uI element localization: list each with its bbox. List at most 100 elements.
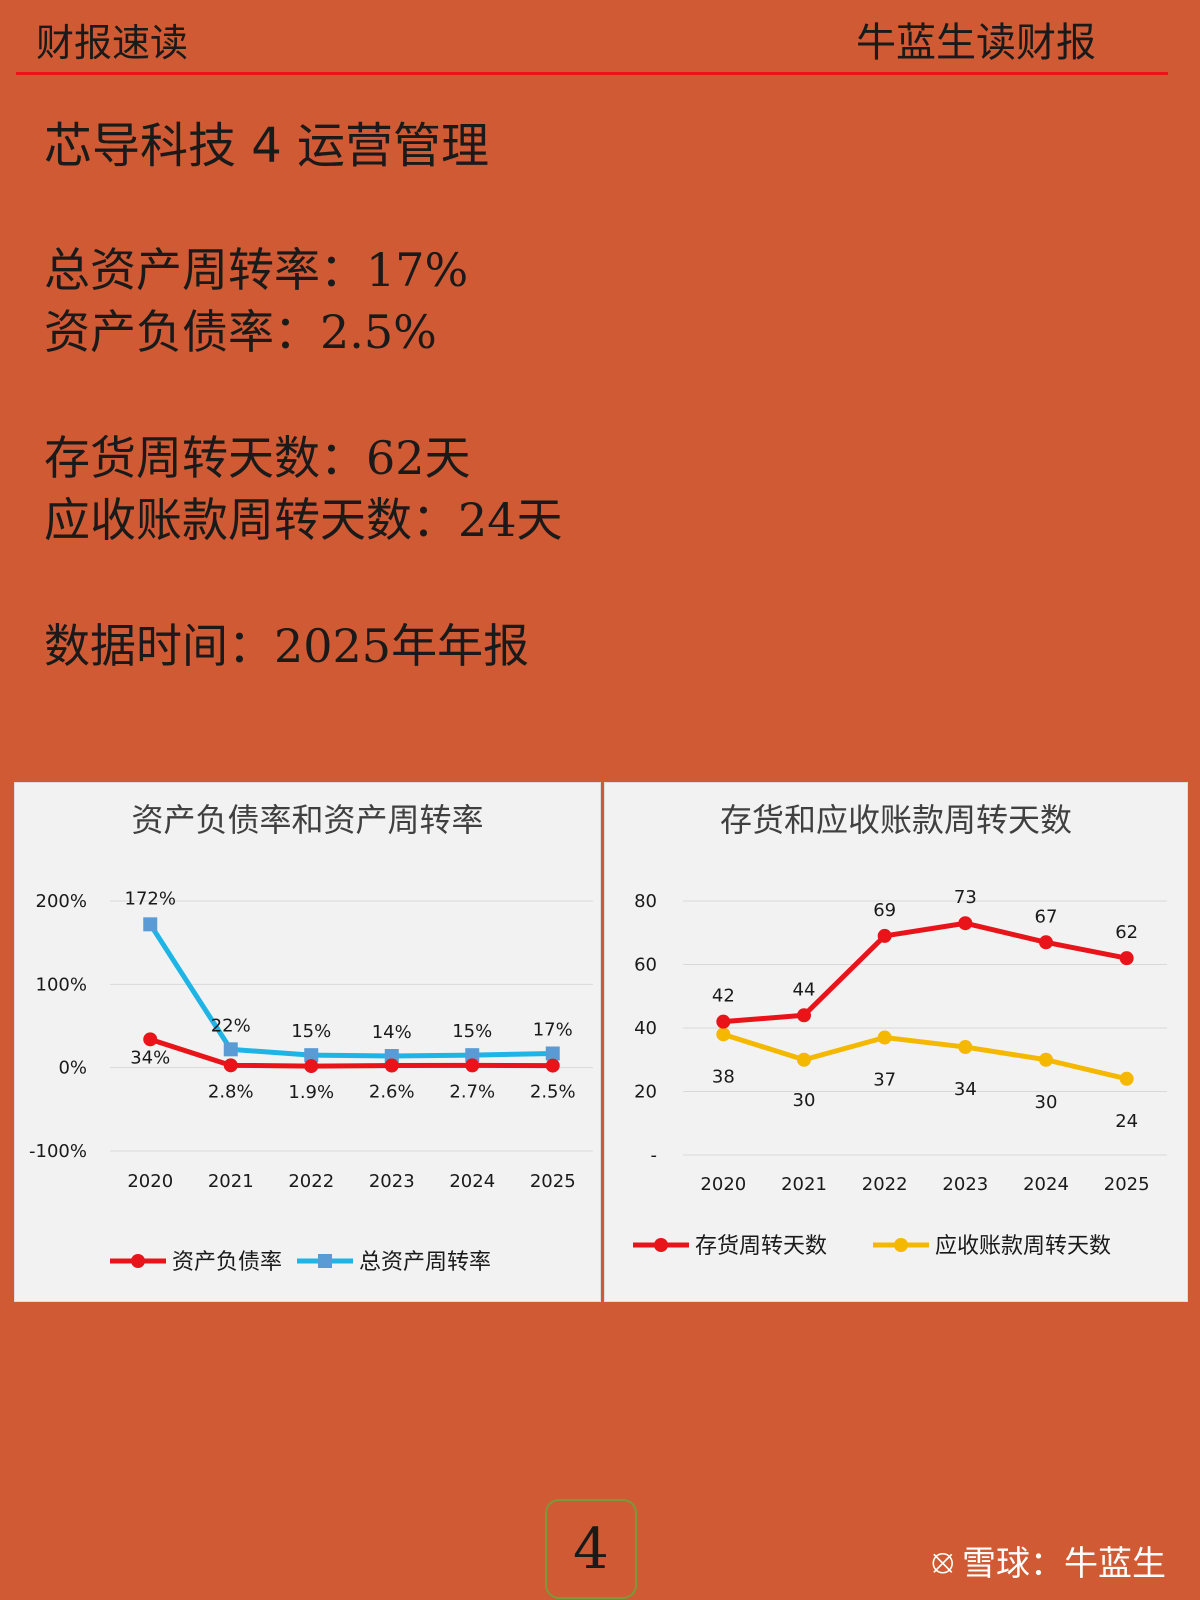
data-label: 73 — [954, 887, 977, 908]
y-tick-label: - — [651, 1145, 658, 1166]
data-label: 67 — [1035, 906, 1058, 927]
data-point — [143, 917, 158, 932]
data-point — [1119, 951, 1134, 966]
y-tick-label: 100% — [36, 974, 87, 995]
y-tick-label: 20 — [634, 1082, 657, 1103]
data-label: 34 — [954, 1079, 977, 1100]
data-label: 24 — [1115, 1111, 1138, 1132]
data-point — [384, 1058, 399, 1073]
chart-panel-debt-turnover: 资产负债率和资产周转率 200% 100% 0% -100% 2020 2021 2022 20… — [14, 782, 601, 1302]
data-point — [716, 1014, 731, 1029]
data-label: 34% — [130, 1047, 170, 1068]
data-label: 30 — [1035, 1092, 1058, 1113]
metric-asset-turnover: 总资产周转率：17% — [44, 234, 468, 300]
x-tick-label: 2020 — [700, 1174, 746, 1195]
data-label: 2.8% — [208, 1081, 254, 1102]
metric-value: 62天 — [366, 431, 471, 485]
metric-data-time: 数据时间：2025年年报 — [44, 610, 529, 676]
xueqiu-icon: ⦻ — [931, 1540, 954, 1581]
legend-marker — [894, 1238, 908, 1252]
y-tick-label: -100% — [29, 1141, 87, 1162]
data-point — [877, 928, 892, 943]
data-point — [1119, 1071, 1134, 1086]
data-point — [304, 1048, 319, 1063]
data-label: 2.6% — [369, 1082, 415, 1103]
chart-title: 存货和应收账款周转天数 — [720, 801, 1072, 839]
metric-label: 资产负债率： — [44, 305, 320, 359]
data-point — [716, 1027, 731, 1042]
data-label: 30 — [793, 1090, 816, 1111]
page-number: 4 — [545, 1499, 637, 1599]
data-point — [143, 1032, 158, 1047]
watermark: ⦻ 雪球：牛蓝生 — [932, 1536, 1166, 1585]
metric-inventory-days: 存货周转天数：62天 — [44, 422, 471, 488]
header-right-title: 牛蓝生读财报 — [856, 20, 1096, 66]
data-point — [545, 1058, 560, 1073]
x-tick-label: 2022 — [862, 1174, 908, 1195]
data-label: 22% — [211, 1015, 251, 1036]
data-label: 17% — [533, 1020, 573, 1041]
data-point — [1039, 935, 1053, 950]
data-label: 44 — [793, 979, 816, 1000]
data-point — [545, 1046, 560, 1061]
metric-label: 总资产周转率： — [44, 243, 366, 297]
data-point — [223, 1058, 238, 1073]
metric-debt-ratio: 资产负债率：2.5% — [44, 296, 437, 362]
data-label: 1.9% — [288, 1082, 334, 1103]
x-tick-label: 2023 — [369, 1171, 415, 1192]
metric-value: 2025年年报 — [274, 619, 530, 673]
series-line-0 — [149, 1036, 553, 1069]
y-tick-label: 200% — [36, 891, 87, 912]
x-tick-label: 2021 — [781, 1174, 827, 1195]
data-point — [797, 1052, 811, 1067]
data-label: 42 — [712, 986, 735, 1007]
data-label: 37 — [873, 1070, 896, 1091]
chart-debt-turnover: 资产负债率和资产周转率 200% 100% 0% -100% 2020 2021 2022 20… — [29, 801, 593, 1275]
series-line-0 — [723, 920, 1128, 1025]
data-point — [797, 1008, 811, 1023]
x-tick-label: 2024 — [449, 1171, 495, 1192]
data-label: 172% — [125, 888, 176, 909]
y-tick-label: 0% — [58, 1058, 87, 1079]
x-tick-label: 2021 — [208, 1171, 254, 1192]
legend-label: 总资产周转率 — [359, 1250, 491, 1275]
series-line-1 — [722, 1031, 1128, 1082]
x-tick-label: 2025 — [1104, 1174, 1150, 1195]
metric-value: 24天 — [458, 493, 563, 547]
legend-marker — [318, 1254, 332, 1268]
x-tick-label: 2022 — [288, 1171, 334, 1192]
metric-value: 2.5% — [320, 305, 437, 359]
y-tick-label: 80 — [634, 891, 657, 912]
metric-receivable-days: 应收账款周转天数：24天 — [44, 484, 563, 550]
watermark-text: 雪球：牛蓝生 — [962, 1544, 1166, 1584]
legend-label: 资产负债率 — [172, 1250, 282, 1275]
metric-label: 应收账款周转天数： — [44, 493, 458, 547]
x-tick-label: 2024 — [1023, 1174, 1069, 1195]
series-line-1 — [148, 922, 553, 1059]
data-label: 14% — [372, 1022, 412, 1043]
legend-label: 应收账款周转天数 — [935, 1234, 1111, 1259]
metric-value: 17% — [366, 243, 469, 297]
data-label: 2.5% — [530, 1082, 576, 1103]
data-point — [465, 1058, 480, 1073]
y-tick-label: 40 — [634, 1018, 657, 1039]
y-tick-label: 60 — [634, 955, 657, 976]
data-point — [1039, 1052, 1053, 1067]
metric-label: 存货周转天数： — [44, 431, 366, 485]
page-title: 芯导科技 4 运营管理 — [44, 118, 490, 174]
chart-panel-turnover-days: 存货和应收账款周转天数 80 60 40 20 - 2020 2021 2022 2023 2024… — [604, 782, 1188, 1302]
x-tick-label: 2025 — [530, 1171, 576, 1192]
legend-label: 存货周转天数 — [695, 1234, 827, 1259]
legend-marker — [131, 1254, 145, 1268]
header-divider — [16, 72, 1168, 75]
data-point — [958, 916, 973, 931]
x-tick-label: 2023 — [942, 1174, 988, 1195]
legend-marker — [654, 1238, 668, 1252]
data-label: 69 — [873, 900, 896, 921]
data-point — [465, 1048, 480, 1063]
data-point — [223, 1042, 238, 1057]
metric-label: 数据时间： — [44, 619, 274, 673]
x-tick-label: 2020 — [127, 1171, 173, 1192]
data-label: 15% — [452, 1021, 492, 1042]
data-point — [877, 1030, 892, 1045]
